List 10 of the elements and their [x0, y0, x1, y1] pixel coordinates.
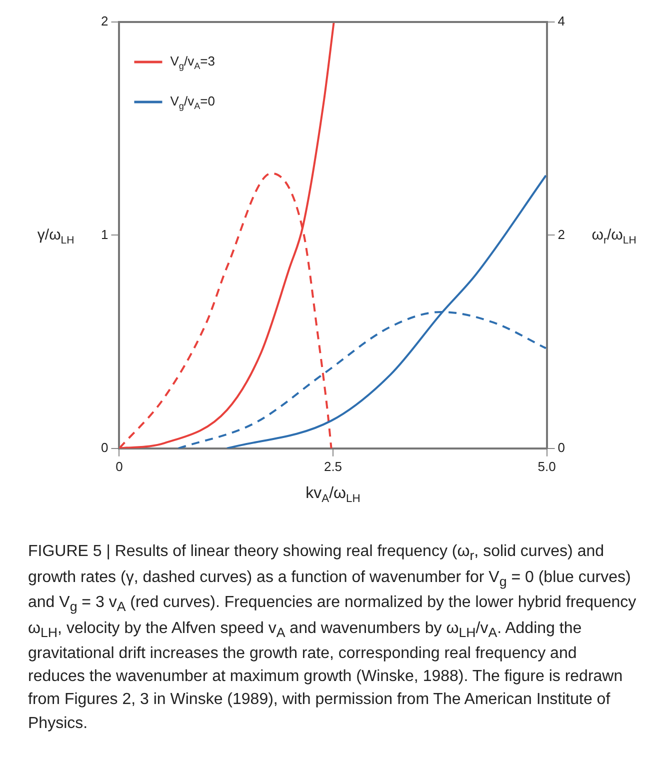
- y2-tick-label: 0: [558, 440, 566, 455]
- y-tick-label: 1: [100, 226, 108, 242]
- text: FIGURE 5 | Results of linear theory showing real frequency (ω$_{r}$, solid curves) and growth rates (γ, dashed curves) as a function of wavenumber for V$_{g}$ = 0 (blue curves) and V$_{g}$ = 3 v$_{A}$ (red curves). Frequencies are normalized by the lower hybrid frequency ω$_{LH}$, velocity by the Alfven speed v$_{A}$ and wavenumbers by ω$_{LH}$/v$_{A}$. Adding the gravitational drift increases the growth rate, corresponding real frequency and reduces the wavenumber at maximum growth (Winske, 1988). The figure is redrawn from Figures 2, 3 in Winske (1989), with permission from The American Institute of Physics.: [28, 543, 636, 732]
- x-tick-label: 2.5: [324, 458, 342, 474]
- y-tick-label: 0: [100, 440, 108, 455]
- y2-tick-label: 2: [558, 226, 566, 242]
- y2-tick-label: 4: [558, 14, 566, 29]
- x-tick-label: 0: [116, 458, 123, 474]
- y-tick-label: 2: [100, 14, 108, 29]
- x-tick-label: 5.0: [538, 458, 556, 474]
